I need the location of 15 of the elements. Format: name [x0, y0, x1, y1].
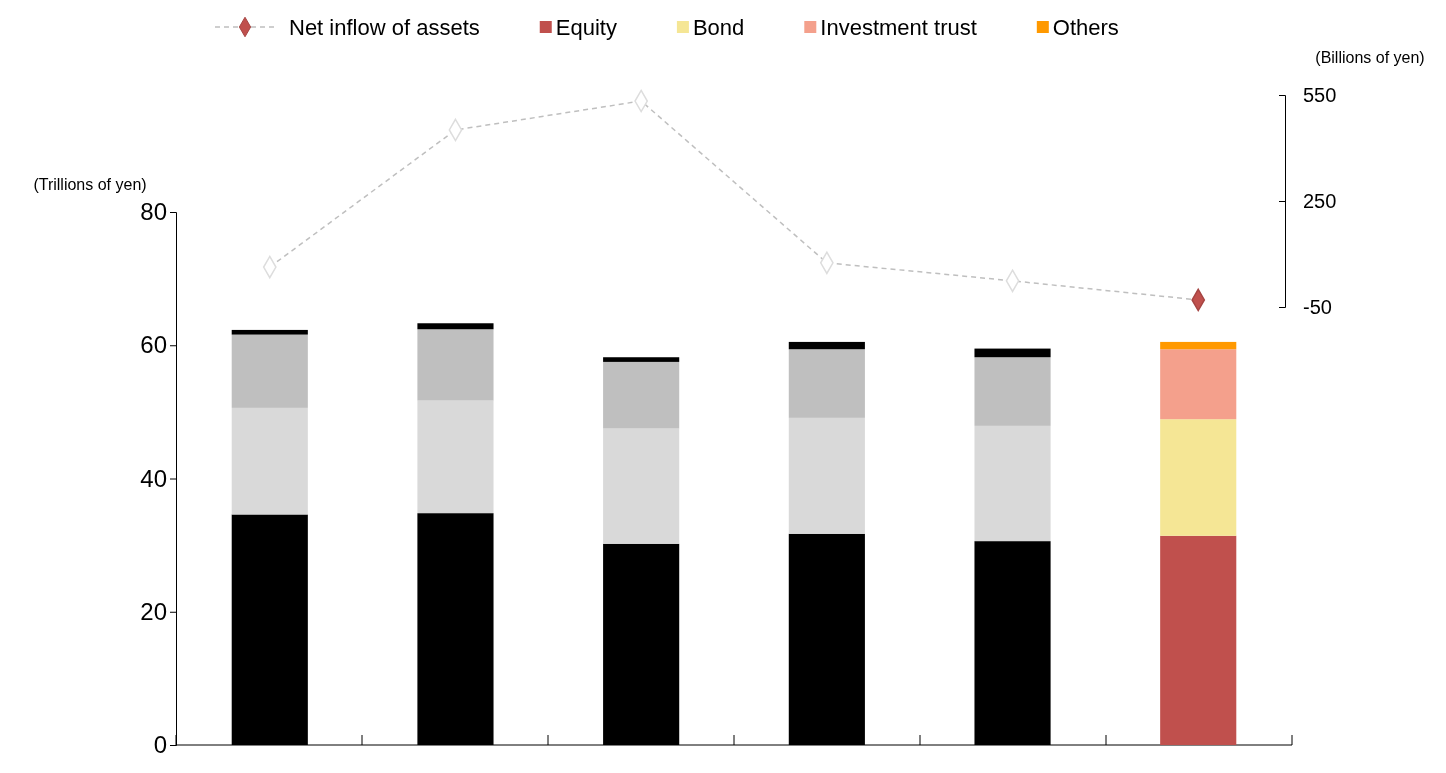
legend-label: Equity	[555, 15, 617, 40]
legend-label: Others	[1052, 15, 1119, 40]
y-tick-label: 550	[1303, 83, 1337, 106]
legend-label: Net inflow of assets	[289, 15, 480, 40]
y-tick-label: 250	[1303, 189, 1337, 212]
y-tick-label: 20	[140, 597, 167, 625]
y-tick-label: 40	[140, 464, 167, 492]
y-axis-title: (Billions of yen)	[1315, 49, 1425, 66]
legend-label: Investment trust	[820, 15, 977, 40]
y-tick-label: -50	[1303, 295, 1332, 318]
y-tick-label: 60	[140, 331, 167, 359]
y-tick-label: 0	[153, 731, 167, 759]
legend-label: Bond	[692, 15, 745, 40]
y-axis-title: (Trillions of yen)	[33, 176, 147, 193]
y-tick-label: 80	[140, 198, 167, 226]
